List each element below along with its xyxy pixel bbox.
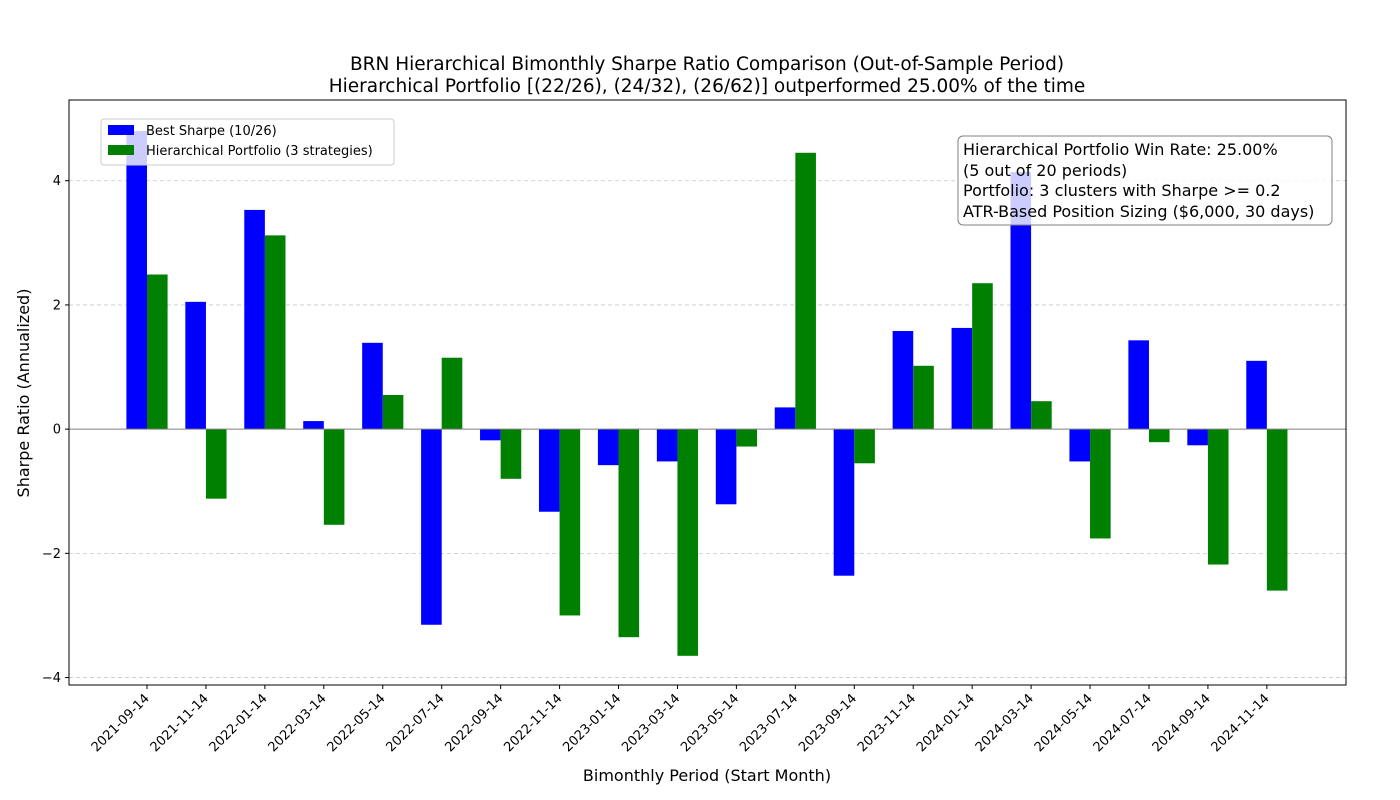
- x-tick-label: 2022-03-14: [266, 691, 330, 755]
- x-tick-label: 2024-11-14: [1209, 691, 1273, 755]
- bar-hierarchical-portfolio: [972, 283, 993, 430]
- x-tick-label: 2024-09-14: [1150, 691, 1214, 755]
- y-tick-label: 0: [53, 423, 61, 438]
- bar-hierarchical-portfolio: [618, 429, 640, 638]
- bar-best-sharpe: [597, 429, 619, 466]
- x-tick-label: 2022-09-14: [442, 691, 506, 755]
- bar-best-sharpe: [1246, 360, 1267, 430]
- bar-hierarchical-portfolio: [1207, 429, 1229, 565]
- bar-best-sharpe: [185, 301, 206, 430]
- x-tick-label: 2023-07-14: [737, 691, 801, 755]
- x-tick-label: 2023-05-14: [678, 691, 742, 755]
- annotation-line-periods: (5 out of 20 periods): [963, 161, 1127, 180]
- bar-hierarchical-portfolio: [441, 357, 463, 430]
- win-rate-annotation: Hierarchical Portfolio Win Rate: 25.00% …: [957, 135, 1333, 226]
- legend-swatch-hierarchical-portfolio: [108, 145, 134, 155]
- bar-hierarchical-portfolio: [382, 394, 404, 430]
- bar-best-sharpe: [244, 209, 265, 430]
- bar-best-sharpe: [1010, 172, 1032, 430]
- bar-hierarchical-portfolio: [736, 429, 757, 447]
- x-tick-label: 2024-05-14: [1032, 691, 1096, 755]
- bar-hierarchical-portfolio: [1266, 429, 1288, 591]
- legend-label-best-sharpe: Best Sharpe (10/26): [146, 124, 277, 139]
- bar-best-sharpe: [538, 429, 560, 512]
- bar-best-sharpe: [303, 421, 324, 430]
- bar-hierarchical-portfolio: [677, 429, 699, 656]
- y-tick-label: 4: [53, 174, 61, 189]
- legend-label-hierarchical-portfolio: Hierarchical Portfolio (3 strategies): [146, 144, 373, 159]
- bar-best-sharpe: [1187, 429, 1208, 446]
- chart-subtitle: Hierarchical Portfolio [(22/26), (24/32)…: [329, 76, 1086, 97]
- bar-best-sharpe: [892, 331, 914, 430]
- x-tick-label: 2022-11-14: [501, 691, 565, 755]
- x-tick-label: 2024-01-14: [914, 691, 978, 755]
- bar-hierarchical-portfolio: [795, 152, 816, 430]
- legend-swatch-best-sharpe: [108, 125, 134, 135]
- bar-best-sharpe: [774, 407, 796, 430]
- y-axis-label: Sharpe Ratio (Annualized): [14, 289, 33, 498]
- y-tick-label: −2: [42, 547, 61, 562]
- x-axis-ticks: 2021-09-142021-11-142022-01-142022-03-14…: [89, 685, 1273, 755]
- bars: [126, 131, 1288, 656]
- x-tick-label: 2023-01-14: [560, 691, 624, 755]
- x-tick-label: 2023-03-14: [619, 691, 683, 755]
- annotation-box: [957, 135, 1333, 226]
- bar-best-sharpe: [421, 429, 442, 625]
- legend-box: [100, 118, 395, 166]
- x-tick-label: 2022-05-14: [325, 691, 389, 755]
- bar-best-sharpe: [833, 429, 855, 576]
- bar-hierarchical-portfolio: [854, 429, 875, 464]
- annotation-line-portfolio: Portfolio: 3 clusters with Sharpe >= 0.2: [963, 181, 1281, 200]
- x-tick-label: 2022-01-14: [207, 691, 271, 755]
- bar-hierarchical-portfolio: [1090, 429, 1111, 539]
- bar-hierarchical-portfolio: [147, 274, 168, 430]
- chart-title: BRN Hierarchical Bimonthly Sharpe Ratio …: [350, 54, 1064, 75]
- y-tick-label: 2: [53, 298, 61, 313]
- x-axis-label: Bimonthly Period (Start Month): [583, 766, 831, 785]
- bar-best-sharpe: [715, 429, 737, 505]
- bar-hierarchical-portfolio: [500, 429, 522, 479]
- plot-area: [68, 99, 1347, 686]
- bar-hierarchical-portfolio: [1148, 429, 1170, 443]
- y-axis-ticks: −4 −2 0 2 4: [42, 174, 69, 686]
- x-tick-label: 2021-11-14: [148, 691, 212, 755]
- bar-best-sharpe: [656, 429, 678, 462]
- x-tick-label: 2022-07-14: [383, 691, 447, 755]
- annotation-line-win-rate: Hierarchical Portfolio Win Rate: 25.00%: [963, 140, 1278, 159]
- x-tick-label: 2023-11-14: [855, 691, 919, 755]
- bar-hierarchical-portfolio: [264, 235, 286, 430]
- bar-hierarchical-portfolio: [913, 365, 934, 430]
- bar-best-sharpe: [1128, 340, 1149, 430]
- bar-best-sharpe: [1069, 429, 1091, 462]
- bar-hierarchical-portfolio: [323, 429, 345, 525]
- bar-best-sharpe: [480, 429, 501, 441]
- x-tick-label: 2024-03-14: [973, 691, 1037, 755]
- bar-hierarchical-portfolio: [1031, 401, 1052, 430]
- bar-best-sharpe: [951, 327, 973, 430]
- x-tick-label: 2021-09-14: [89, 691, 153, 755]
- y-tick-label: −4: [42, 671, 61, 686]
- bar-hierarchical-portfolio: [205, 429, 227, 499]
- bar-hierarchical-portfolio: [559, 429, 581, 616]
- bar-best-sharpe: [362, 342, 383, 430]
- legend: Best Sharpe (10/26) Hierarchical Portfol…: [100, 118, 395, 166]
- x-tick-label: 2023-09-14: [796, 691, 860, 755]
- bar-best-sharpe: [126, 131, 147, 430]
- x-tick-label: 2024-07-14: [1091, 691, 1155, 755]
- annotation-line-sizing: ATR-Based Position Sizing ($6,000, 30 da…: [963, 202, 1314, 221]
